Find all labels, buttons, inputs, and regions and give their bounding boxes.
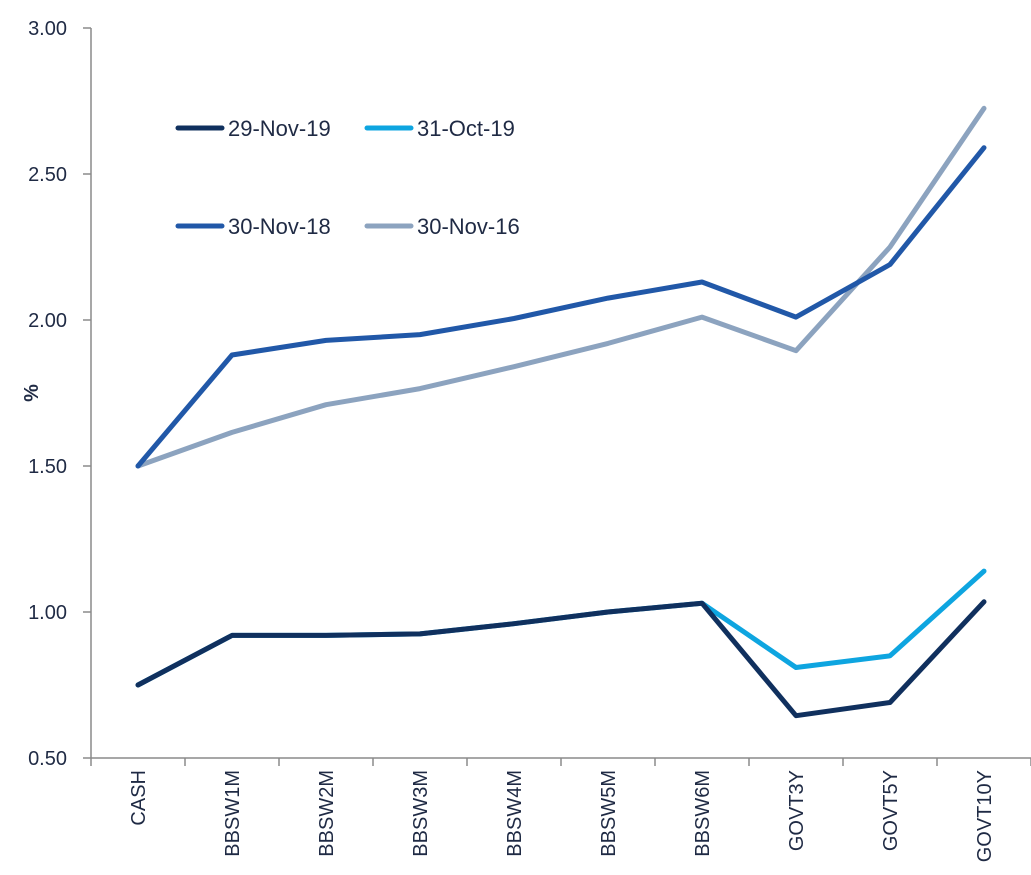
legend-label: 29-Nov-19	[228, 116, 331, 141]
x-tick-label: BBSW1M	[222, 770, 244, 857]
x-tick-label: BBSW6M	[692, 770, 714, 857]
axes: 0.50 1.00 1.50 2.00 2.50 3.00 CASH BBSW1M BBSW2M…	[28, 18, 1031, 862]
x-tick-label: GOVT10Y	[974, 770, 996, 862]
legend-label: 30-Nov-16	[417, 214, 520, 239]
x-tick-label: BBSW3M	[410, 770, 432, 857]
series-line-31-oct-19	[135, 568, 987, 688]
series-line-30-nov-18	[135, 145, 987, 469]
x-tick-label: CASH	[128, 770, 150, 826]
x-tick-label: GOVT5Y	[880, 770, 902, 851]
y-axis-title: %	[21, 384, 43, 402]
legend-label: 31-Oct-19	[417, 116, 515, 141]
y-tick-label: 3.00	[28, 18, 67, 40]
series-line-30-nov-16	[135, 105, 987, 469]
series-layer	[135, 105, 987, 719]
series-line-29-nov-19	[135, 599, 987, 719]
y-tick-label: 1.00	[28, 602, 67, 624]
y-tick-label: 2.00	[28, 310, 67, 332]
x-tick-label: BBSW2M	[316, 770, 338, 857]
x-tick-label: BBSW5M	[598, 770, 620, 857]
legend-label: 30-Nov-18	[228, 214, 331, 239]
y-tick-label: 1.50	[28, 456, 67, 478]
x-tick-label: BBSW4M	[504, 770, 526, 857]
y-tick-label: 0.50	[28, 748, 67, 770]
y-tick-label: 2.50	[28, 164, 67, 186]
x-tick-label: GOVT3Y	[786, 770, 808, 851]
legend: 29-Nov-19 31-Oct-19 30-Nov-18 30-Nov-16	[175, 116, 520, 239]
